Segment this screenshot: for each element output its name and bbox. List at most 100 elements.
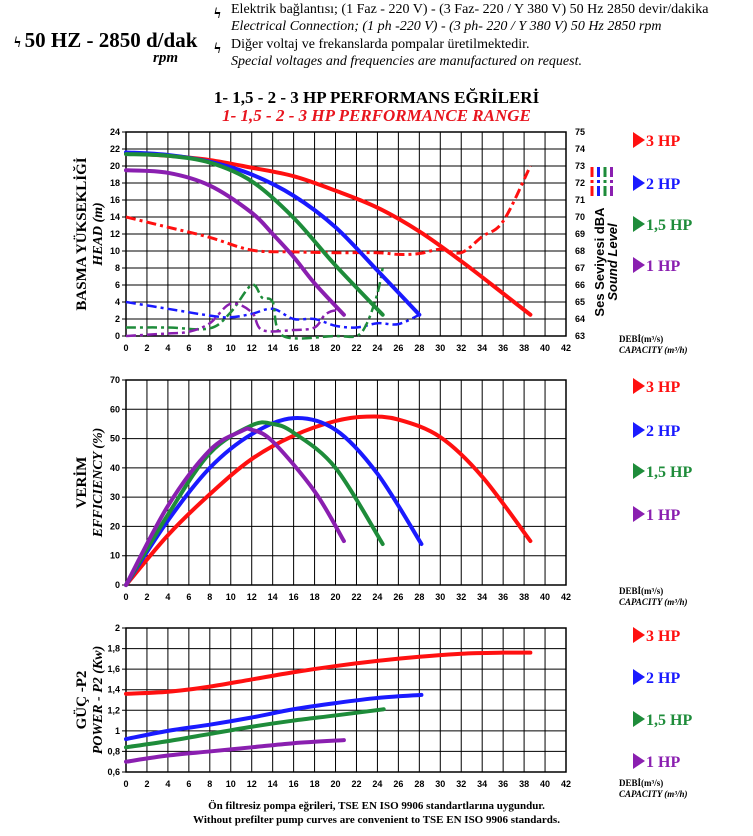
x-tick-label: 32 xyxy=(456,592,466,602)
x-tick-label: 24 xyxy=(372,343,382,353)
x-tick-label: 4 xyxy=(165,592,170,602)
x-axis-title-en: CAPACITY (m³/h) xyxy=(619,597,687,607)
sound-line-3HP xyxy=(125,165,532,256)
y-tick-label: 30 xyxy=(110,492,120,502)
x-tick-label: 14 xyxy=(268,779,278,789)
rpm-label: rpm xyxy=(153,50,179,66)
title-tr: 1- 1,5 - 2 - 3 HP PERFORMANS EĞRİLERİ xyxy=(213,88,540,107)
footer-tr: Ön filtresiz pompa eğrileri, TSE EN ISO … xyxy=(208,800,545,812)
y-tick-label: 70 xyxy=(110,375,120,385)
y-axis-title: VERİM xyxy=(73,457,90,509)
x-tick-label: 16 xyxy=(289,343,299,353)
y-tick-label: 24 xyxy=(110,127,120,137)
x-tick-label: 26 xyxy=(393,779,403,789)
x-tick-label: 8 xyxy=(207,343,212,353)
y2-tick-label: 65 xyxy=(575,297,585,307)
x-tick-label: 14 xyxy=(268,592,278,602)
legend-label: 2 HP xyxy=(646,670,680,687)
x-tick-label: 24 xyxy=(372,779,382,789)
x-tick-label: 8 xyxy=(207,592,212,602)
legend-label: 1 HP xyxy=(646,754,680,771)
sound-line-1HP xyxy=(125,302,345,338)
x-tick-label: 42 xyxy=(561,592,571,602)
y-tick-label: 0 xyxy=(115,331,120,341)
x-tick-label: 4 xyxy=(165,779,170,789)
y-axis-title-en: POWER - P2 (Kw) xyxy=(91,646,106,755)
legend-triangle-icon xyxy=(633,175,645,191)
y2-tick-label: 69 xyxy=(575,229,585,239)
series-line-15HP xyxy=(124,707,386,750)
y2-tick-label: 67 xyxy=(575,263,585,273)
y2-tick-label: 70 xyxy=(575,212,585,222)
series-line-15HP xyxy=(124,152,385,317)
plot-frame xyxy=(125,379,567,586)
y-tick-label: 50 xyxy=(110,434,120,444)
legend-triangle-icon xyxy=(633,216,645,232)
lightning-icon: ϟ xyxy=(214,6,221,22)
series-line-15HP xyxy=(124,420,385,587)
legend-triangle-icon xyxy=(633,422,645,438)
x-axis-title-en: CAPACITY (m³/h) xyxy=(619,345,687,355)
x-tick-label: 36 xyxy=(498,343,508,353)
y-tick-label: 6 xyxy=(115,280,120,290)
x-tick-label: 34 xyxy=(477,343,487,353)
x-tick-label: 38 xyxy=(519,592,529,602)
x-tick-label: 6 xyxy=(186,343,191,353)
plot-frame xyxy=(125,627,567,773)
x-tick-label: 6 xyxy=(186,592,191,602)
x-tick-label: 6 xyxy=(186,779,191,789)
x-tick-label: 40 xyxy=(540,343,550,353)
footer-en: Without prefilter pump curves are conven… xyxy=(193,814,560,826)
x-tick-label: 20 xyxy=(331,592,341,602)
x-tick-label: 0 xyxy=(123,592,128,602)
x-tick-label: 34 xyxy=(477,779,487,789)
y-tick-label: 20 xyxy=(110,161,120,171)
y-axis-title-en: EFFICIENCY (%) xyxy=(91,428,106,539)
x-tick-label: 18 xyxy=(310,779,320,789)
note-tr-voltages: Diğer voltaj ve frekanslarda pompalar ür… xyxy=(231,37,530,52)
x-tick-label: 38 xyxy=(519,343,529,353)
x-tick-label: 12 xyxy=(247,779,257,789)
y-tick-label: 8 xyxy=(115,263,120,273)
sound-line-2HP xyxy=(125,300,420,329)
legend-label: 2 HP xyxy=(646,423,680,440)
y2-tick-label: 74 xyxy=(575,144,585,154)
series-line-3HP xyxy=(124,650,533,696)
x-axis-title: DEBİ(m³/s) xyxy=(619,586,663,596)
y-tick-label: 12 xyxy=(110,229,120,239)
x-tick-label: 20 xyxy=(331,779,341,789)
x-tick-label: 10 xyxy=(226,343,236,353)
x-tick-label: 32 xyxy=(456,343,466,353)
x-axis-title-en: CAPACITY (m³/h) xyxy=(619,789,687,799)
x-tick-label: 34 xyxy=(477,592,487,602)
chart-2: 0 2 4 6 8 10 12 14 16 18 20 22 24 26 28 30 32 34 36 38 40 420… xyxy=(73,375,692,607)
series-line-3HP xyxy=(124,414,533,587)
chart-1: 0 2 4 6 8 10 12 14 16 18 20 22 24 26 28 30 32 34 36 38 40 420… xyxy=(73,127,692,355)
x-tick-label: 2 xyxy=(144,592,149,602)
x-tick-label: 10 xyxy=(226,779,236,789)
x-tick-label: 30 xyxy=(435,592,445,602)
x-tick-label: 22 xyxy=(351,343,361,353)
y-axis-title: GÜÇ -P2 xyxy=(73,671,90,730)
x-tick-label: 40 xyxy=(540,779,550,789)
legend-label: 3 HP xyxy=(646,379,680,396)
note-en-connection: Electrical Connection; (1 ph -220 V) - (… xyxy=(231,19,662,34)
x-tick-label: 40 xyxy=(540,592,550,602)
legend-label: 1,5 HP xyxy=(646,464,692,481)
series-line-2HP xyxy=(124,692,424,742)
x-tick-label: 36 xyxy=(498,779,508,789)
y-tick-label: 20 xyxy=(110,521,120,531)
x-tick-label: 26 xyxy=(393,343,403,353)
x-tick-label: 28 xyxy=(414,592,424,602)
legend-triangle-icon xyxy=(633,753,645,769)
x-tick-label: 20 xyxy=(331,343,341,353)
sound-line-15HP xyxy=(125,267,384,340)
y2-tick-label: 71 xyxy=(575,195,585,205)
x-tick-label: 18 xyxy=(310,343,320,353)
x-tick-label: 8 xyxy=(207,779,212,789)
y2-tick-label: 72 xyxy=(575,178,585,188)
legend-triangle-icon xyxy=(633,669,645,685)
x-tick-label: 2 xyxy=(144,343,149,353)
x-tick-label: 26 xyxy=(393,592,403,602)
x-tick-label: 30 xyxy=(435,779,445,789)
